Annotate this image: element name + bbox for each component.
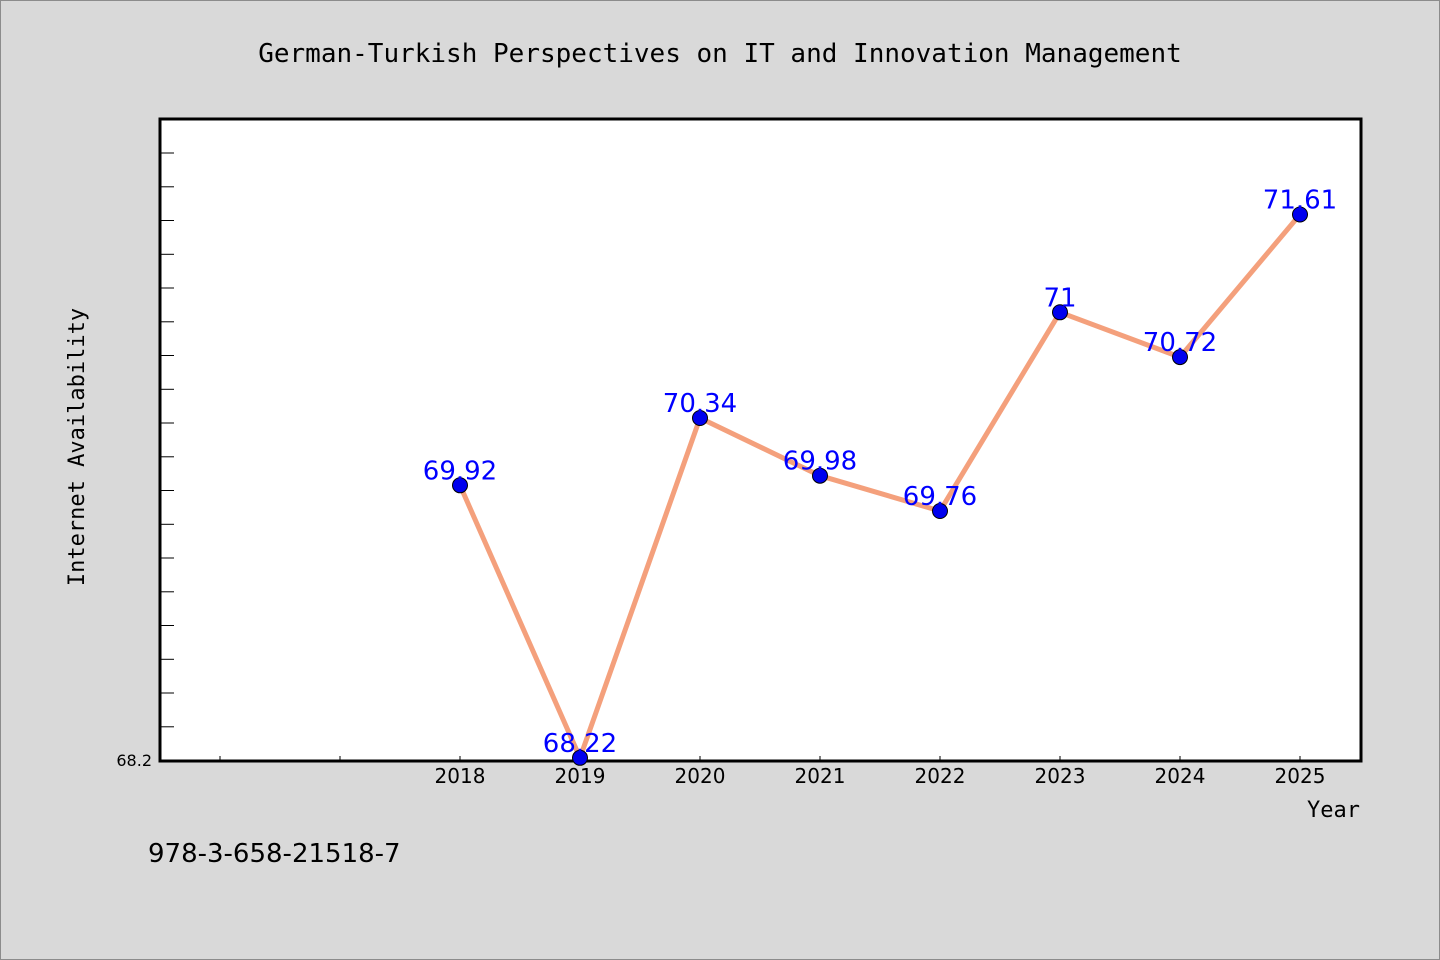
x-tick-label: 2021 [795,764,846,788]
data-point [1172,349,1188,366]
isbn-text: 978-3-658-21518-7 [148,839,401,869]
x-tick-label: 2022 [915,764,966,788]
data-label: 71.61 [1263,186,1337,216]
x-tick-label: 2020 [675,764,726,788]
x-tick-label: 2024 [1155,764,1206,788]
data-point [572,749,588,766]
x-tick-labels: 2018 2019 2020 2021 2022 2023 2024 2025 [435,764,1326,788]
marker-group [452,206,1308,766]
plot-area [158,117,1363,763]
x-tick-label: 2023 [1035,764,1086,788]
data-point [1052,304,1068,321]
x-tick-label: 2019 [555,764,606,788]
data-label: 69.98 [783,447,857,477]
series-line-group [457,212,1303,761]
data-label-group: 69.92 68.22 70.34 69.98 69.76 71 70.72 71.61 [423,186,1337,759]
data-point [1292,206,1308,223]
x-tick-label: 2025 [1275,764,1326,788]
data-label: 70.34 [663,389,737,419]
series-line [457,212,1303,761]
data-label: 70.72 [1143,328,1217,358]
data-point [932,503,948,519]
data-point [692,410,708,426]
x-axis-label: Year [1307,798,1360,823]
data-label: 69.92 [423,456,497,486]
data-point [452,477,468,494]
y-tick-label: 68.2 [116,751,152,770]
data-point [812,467,828,484]
chart-title: German-Turkish Perspectives on IT and In… [258,39,1182,69]
y-axis-label: Internet Availability [65,308,90,586]
data-label: 69.76 [903,482,977,512]
x-tick-label: 2018 [435,764,486,788]
data-label: 71 [1043,283,1076,313]
data-label: 68.22 [543,729,617,759]
y-axis-ticks [160,152,174,728]
